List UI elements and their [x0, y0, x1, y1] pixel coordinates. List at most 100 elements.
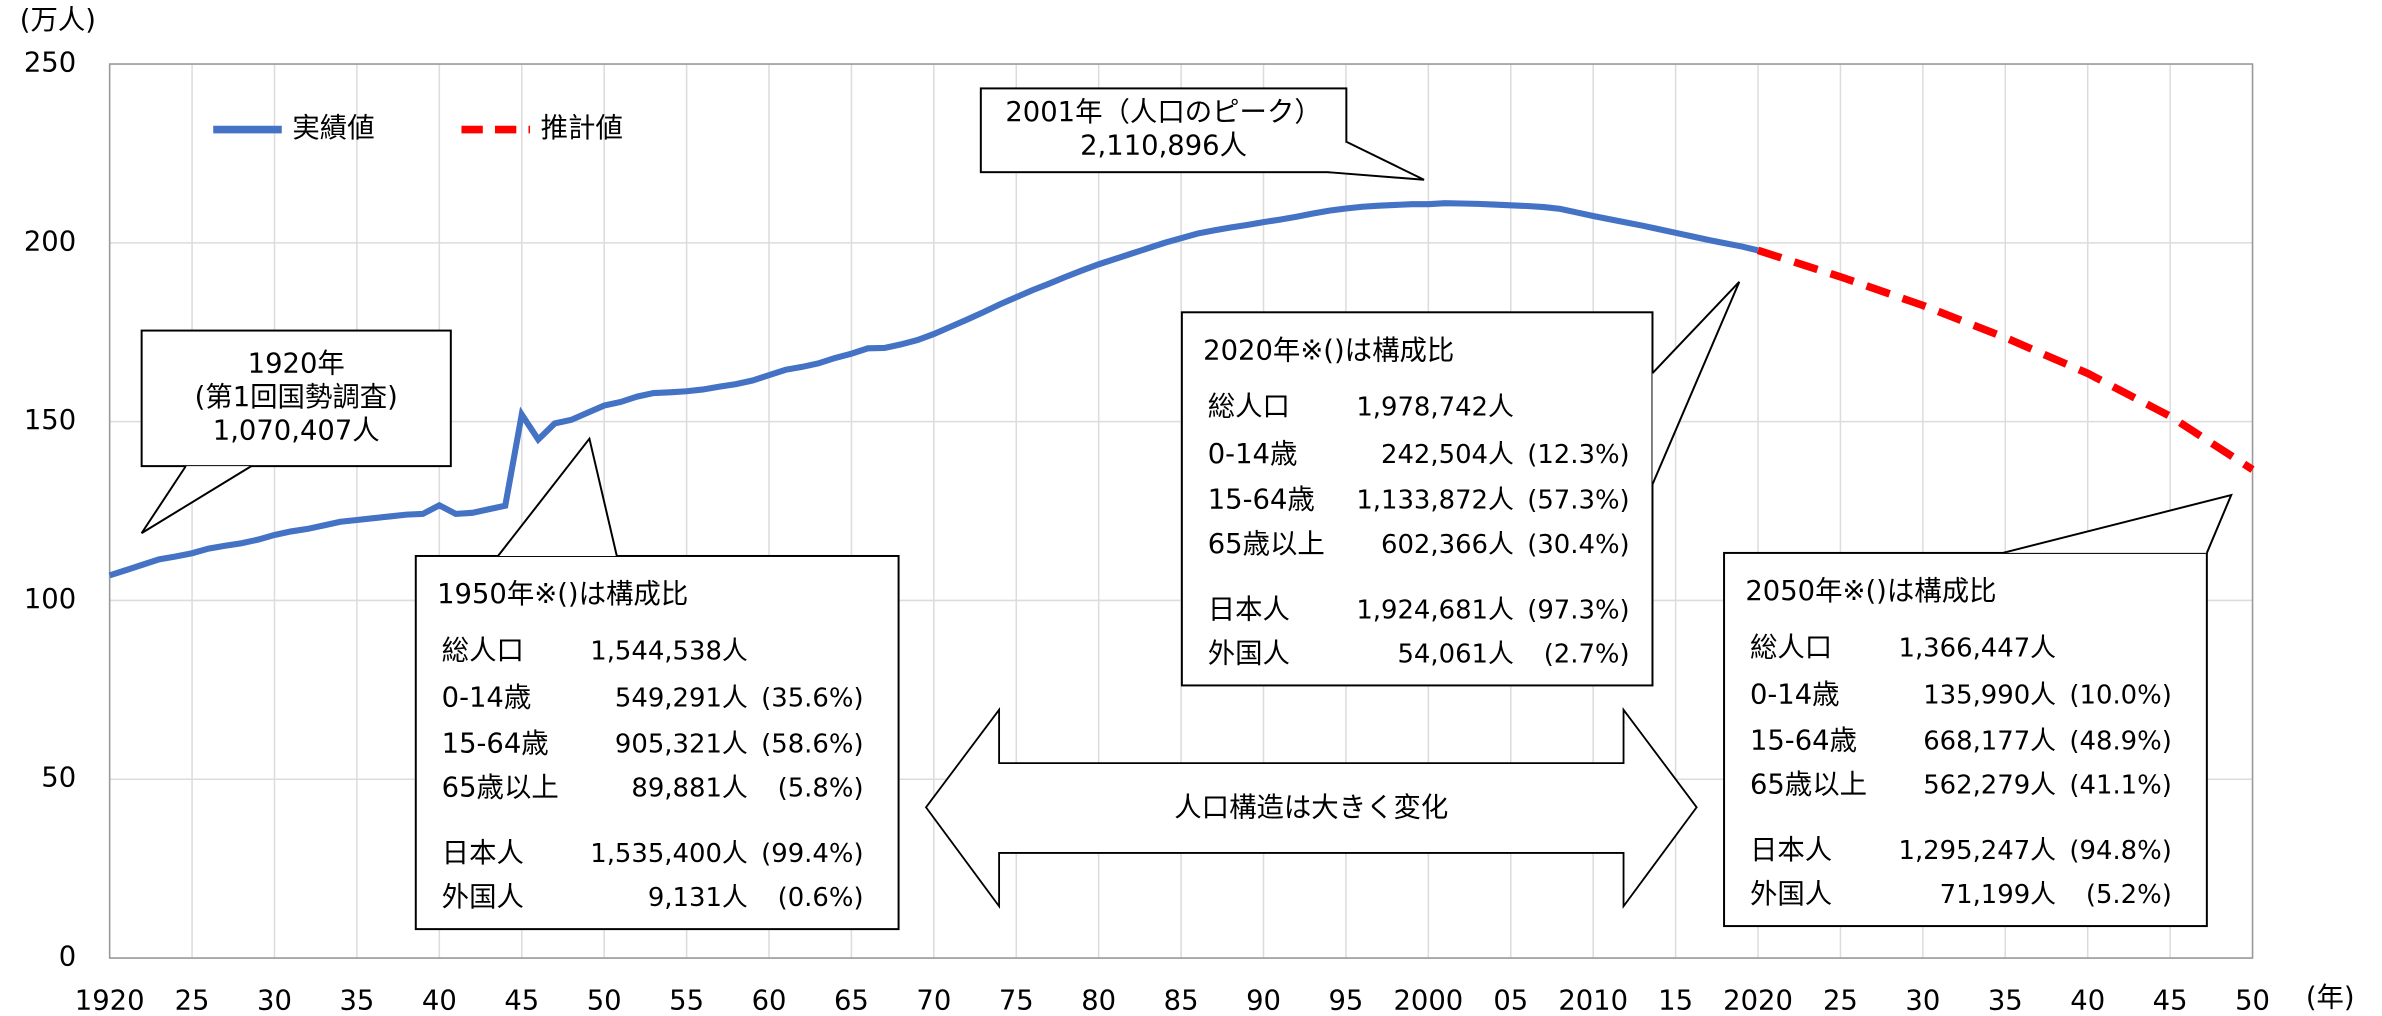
row-share: (0.6%): [778, 883, 864, 913]
callout-title: 1950年※()は構成比: [437, 579, 688, 610]
x-tick-label: 05: [1493, 986, 1528, 1016]
row-value: 54,061人: [1397, 639, 1513, 669]
callout-pointer: [140, 465, 252, 534]
row-label: 65歳以上: [442, 772, 559, 803]
row-value: 668,177人: [1923, 726, 2056, 756]
row-share: (48.9%): [2069, 726, 2171, 756]
x-tick-label: 85: [1164, 986, 1199, 1016]
x-tick-label: 65: [834, 986, 869, 1016]
series-line: [1756, 246, 2255, 473]
x-tick-label: 30: [1905, 986, 1940, 1016]
row-label: 15-64歳: [1750, 725, 1857, 756]
row-label: 総人口: [1750, 632, 1832, 663]
x-tick-label: 1920: [75, 986, 145, 1016]
y-axis-title: (万人): [20, 5, 96, 36]
row-value: 549,291人: [615, 684, 748, 714]
plot-frame: [108, 63, 2254, 959]
row-share: (30.4%): [1527, 530, 1629, 560]
callout-box: [979, 87, 1348, 174]
x-tick-label: 15: [1658, 986, 1693, 1016]
row-label: 65歳以上: [1208, 529, 1325, 560]
row-share: (5.2%): [2086, 880, 2172, 910]
row-share: (41.1%): [2069, 770, 2171, 800]
row-value: 1,544,538人: [590, 636, 748, 666]
callout-box: [1180, 311, 1654, 687]
x-tick-label: 35: [1988, 986, 2023, 1016]
x-tick-label: 25: [175, 986, 210, 1016]
y-tick-label: 150: [24, 405, 76, 436]
row-label: 日本人: [1750, 835, 1832, 866]
row-label: 総人口: [442, 635, 524, 666]
callout-pointer: [498, 438, 617, 556]
callout-text: 2,110,896人: [1080, 131, 1247, 162]
row-share: (99.4%): [761, 839, 863, 869]
row-share: (57.3%): [1527, 486, 1629, 516]
row-share: (2.7%): [1544, 639, 1630, 669]
row-value: 562,279人: [1923, 770, 2056, 800]
x-tick-label: 80: [1081, 986, 1116, 1016]
row-value: 135,990人: [1923, 681, 2056, 711]
x-tick-label: 2010: [1558, 986, 1628, 1016]
x-tick-label: 40: [422, 986, 457, 1016]
callout-text: 1,070,407人: [213, 415, 380, 446]
row-label: 15-64歳: [1208, 485, 1315, 516]
arrow-label: 人口構造は大きく変化: [1174, 792, 1448, 823]
callout-pointer: [2002, 493, 2233, 554]
x-tick-label: 45: [504, 986, 539, 1016]
x-tick-label: 2020: [1723, 986, 1793, 1016]
x-tick-label: 25: [1823, 986, 1858, 1016]
row-value: 1,535,400人: [590, 839, 748, 869]
row-value: 71,199人: [1940, 880, 2056, 910]
row-value: 89,881人: [631, 773, 747, 803]
row-label: 65歳以上: [1750, 769, 1867, 800]
row-share: (35.6%): [761, 684, 863, 714]
y-tick-label: 250: [24, 48, 76, 79]
row-share: (12.3%): [1527, 440, 1629, 470]
row-value: 1,366,447人: [1899, 633, 2057, 663]
callout-pointer: [1327, 140, 1425, 181]
x-axis-title: (年): [2306, 983, 2355, 1014]
callout-box: [414, 554, 900, 931]
row-value: 602,366人: [1381, 530, 1514, 560]
row-value: 1,295,247人: [1899, 836, 2057, 866]
callout-pointer: [497, 436, 618, 557]
x-tick-label: 90: [1246, 986, 1281, 1016]
x-tick-label: 50: [2235, 986, 2270, 1016]
callout-text: (第1回国勢調査): [195, 382, 398, 413]
row-label: 外国人: [442, 882, 524, 913]
row-label: 0-14歳: [1750, 680, 1840, 711]
row-share: (94.8%): [2069, 836, 2171, 866]
row-value: 9,131人: [648, 883, 748, 913]
row-share: (58.6%): [761, 729, 863, 759]
row-value: 1,133,872人: [1356, 486, 1514, 516]
y-tick-label: 200: [24, 226, 76, 257]
callout-box: [1723, 551, 2208, 928]
x-tick-label: 55: [669, 986, 704, 1016]
row-label: 外国人: [1750, 879, 1832, 910]
row-label: 15-64歳: [442, 728, 549, 759]
row-label: 総人口: [1208, 392, 1290, 423]
x-tick-label: 75: [999, 986, 1034, 1016]
callout-title: 2050年※()は構成比: [1745, 576, 1996, 607]
x-tick-label: 95: [1329, 986, 1364, 1016]
row-share: (10.0%): [2069, 681, 2171, 711]
x-tick-label: 35: [339, 986, 374, 1016]
legend-label: 実績値: [292, 113, 374, 144]
callout-box: [140, 329, 452, 468]
row-label: 0-14歳: [442, 683, 532, 714]
callout-pointer: [1328, 141, 1425, 180]
row-value: 1,924,681人: [1356, 595, 1514, 625]
row-share: (97.3%): [1527, 595, 1629, 625]
x-tick-label: 50: [587, 986, 622, 1016]
x-tick-label: 60: [752, 986, 787, 1016]
double-arrow: [924, 707, 1698, 910]
callout-title: 2020年※()は構成比: [1203, 335, 1454, 366]
callout-text: 2001年（人口のピーク）: [1005, 97, 1321, 128]
row-label: 日本人: [1208, 594, 1290, 625]
row-label: 0-14歳: [1208, 439, 1298, 470]
legend-label: 推計値: [541, 113, 623, 144]
y-tick-label: 50: [41, 763, 76, 794]
y-tick-label: 0: [59, 942, 76, 973]
